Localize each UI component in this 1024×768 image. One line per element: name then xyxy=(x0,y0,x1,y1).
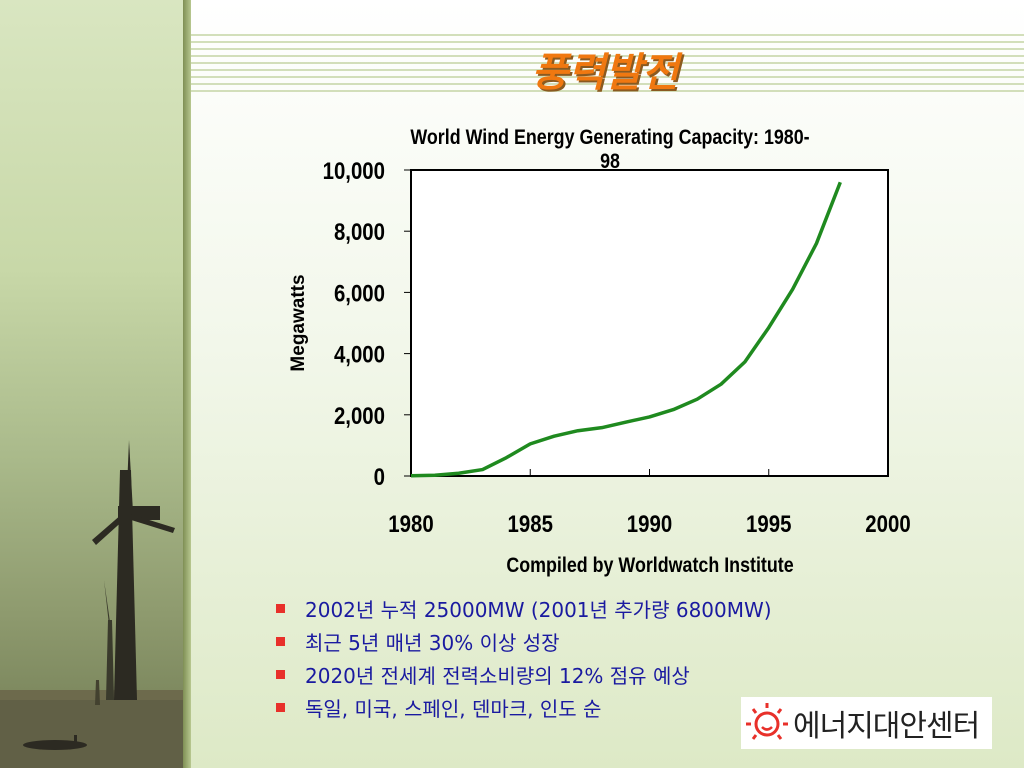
y-axis-label: Megawatts xyxy=(288,274,309,371)
bullet-text: 2020년 전세계 전력소비량의 12% 점유 예상 xyxy=(305,664,690,688)
x-tick-label: 1985 xyxy=(508,510,553,537)
bullet-icon xyxy=(276,703,285,712)
y-tick-label: 4,000 xyxy=(334,341,385,368)
bullet-icon xyxy=(276,604,285,613)
bullet-list: 2002년 누적 25000MW (2001년 추가량 6800MW) 최근 5… xyxy=(276,592,772,724)
plot-area xyxy=(410,169,889,477)
bullet-icon xyxy=(276,670,285,679)
organization-logo: 에너지대안센터 xyxy=(741,697,992,749)
chart-source: Compiled by Worldwatch Institute xyxy=(506,554,794,577)
list-item: 2002년 누적 25000MW (2001년 추가량 6800MW) xyxy=(276,592,772,625)
list-item: 독일, 미국, 스페인, 덴마크, 인도 순 xyxy=(276,691,772,724)
list-item: 2020년 전세계 전력소비량의 12% 점유 예상 xyxy=(276,658,772,691)
header-lines xyxy=(191,34,1024,94)
chart-title: World Wind Energy Generating Capacity: 1… xyxy=(410,126,810,173)
panel-divider xyxy=(183,0,191,768)
bullet-text: 독일, 미국, 스페인, 덴마크, 인도 순 xyxy=(305,697,602,721)
slide-title: 풍력발전 xyxy=(531,50,679,96)
x-tick-label: 1990 xyxy=(627,510,672,537)
x-tick-label: 1980 xyxy=(388,510,433,537)
turbine-photo xyxy=(0,0,186,768)
y-tick-label: 6,000 xyxy=(334,280,385,307)
wind-turbine-image xyxy=(0,440,186,768)
chart-canvas: 0 2,000 4,000 6,000 8,000 10,000 1980 1985 1990 1… xyxy=(288,157,911,537)
x-tick-label: 2000 xyxy=(865,510,910,537)
x-tick-label: 1995 xyxy=(746,510,791,537)
series-line xyxy=(410,181,842,478)
bullet-icon xyxy=(276,637,285,646)
list-item: 최근 5년 매년 30% 이상 성장 xyxy=(276,625,772,658)
bullet-text: 2002년 누적 25000MW (2001년 추가량 6800MW) xyxy=(305,598,772,622)
bullet-text: 최근 5년 매년 30% 이상 성장 xyxy=(305,631,560,655)
y-tick-label: 8,000 xyxy=(334,219,385,246)
y-tick-label: 10,000 xyxy=(323,157,385,184)
chart: World Wind Energy Generating Capacity: 1… xyxy=(270,118,950,588)
y-tick-label: 0 xyxy=(374,463,385,490)
sun-face-icon xyxy=(746,703,788,740)
y-tick-label: 2,000 xyxy=(334,402,385,429)
logo-text: 에너지대안센터 xyxy=(793,709,980,744)
